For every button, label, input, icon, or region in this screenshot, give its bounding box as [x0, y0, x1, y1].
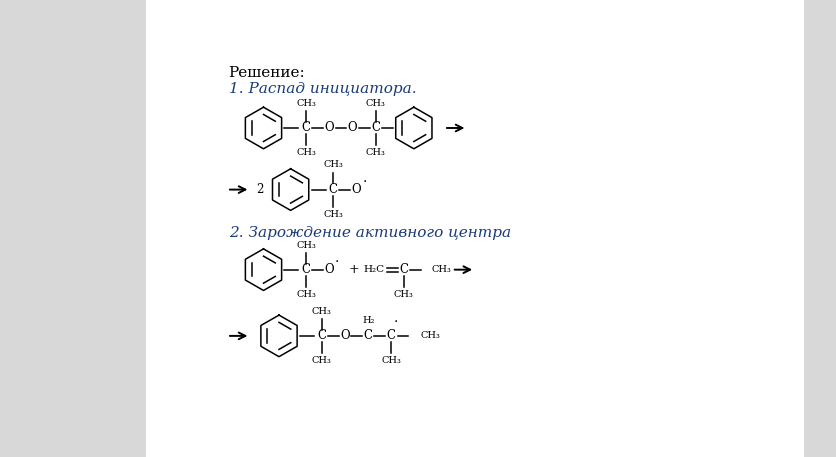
Text: CH₃: CH₃: [296, 240, 316, 250]
Text: ·: ·: [362, 175, 366, 189]
Text: ·: ·: [394, 315, 398, 329]
Text: CH₃: CH₃: [421, 331, 441, 340]
Text: O: O: [324, 122, 334, 134]
Text: CH₃: CH₃: [431, 265, 451, 274]
Text: 2: 2: [256, 183, 263, 196]
Text: CH₃: CH₃: [296, 148, 316, 157]
Text: Решение:: Решение:: [228, 66, 305, 80]
Text: H₂C: H₂C: [364, 265, 385, 274]
Text: CH₃: CH₃: [311, 356, 331, 365]
Text: CH₃: CH₃: [365, 148, 385, 157]
Text: CH₃: CH₃: [365, 99, 385, 108]
Text: O: O: [351, 183, 361, 196]
Text: 2. Зарождение активного центра: 2. Зарождение активного центра: [228, 226, 510, 240]
Text: C: C: [371, 122, 380, 134]
Text: C: C: [386, 329, 395, 342]
Text: H₂: H₂: [361, 316, 374, 325]
Text: O: O: [348, 122, 357, 134]
Text: CH₃: CH₃: [394, 290, 413, 299]
Text: 1. Распад инициатора.: 1. Распад инициатора.: [228, 82, 415, 96]
Text: CH₃: CH₃: [323, 160, 343, 170]
Text: +: +: [349, 263, 359, 276]
Text: C: C: [399, 263, 408, 276]
Text: CH₃: CH₃: [323, 210, 343, 219]
Text: C: C: [317, 329, 326, 342]
Text: C: C: [329, 183, 338, 196]
Text: C: C: [301, 122, 310, 134]
Text: ·: ·: [334, 255, 339, 269]
Text: C: C: [301, 263, 310, 276]
Text: O: O: [324, 263, 334, 276]
Text: CH₃: CH₃: [381, 356, 400, 365]
Text: CH₃: CH₃: [311, 307, 331, 316]
Text: CH₃: CH₃: [296, 290, 316, 299]
Text: O: O: [339, 329, 349, 342]
Text: C: C: [363, 329, 372, 342]
Text: CH₃: CH₃: [296, 99, 316, 108]
